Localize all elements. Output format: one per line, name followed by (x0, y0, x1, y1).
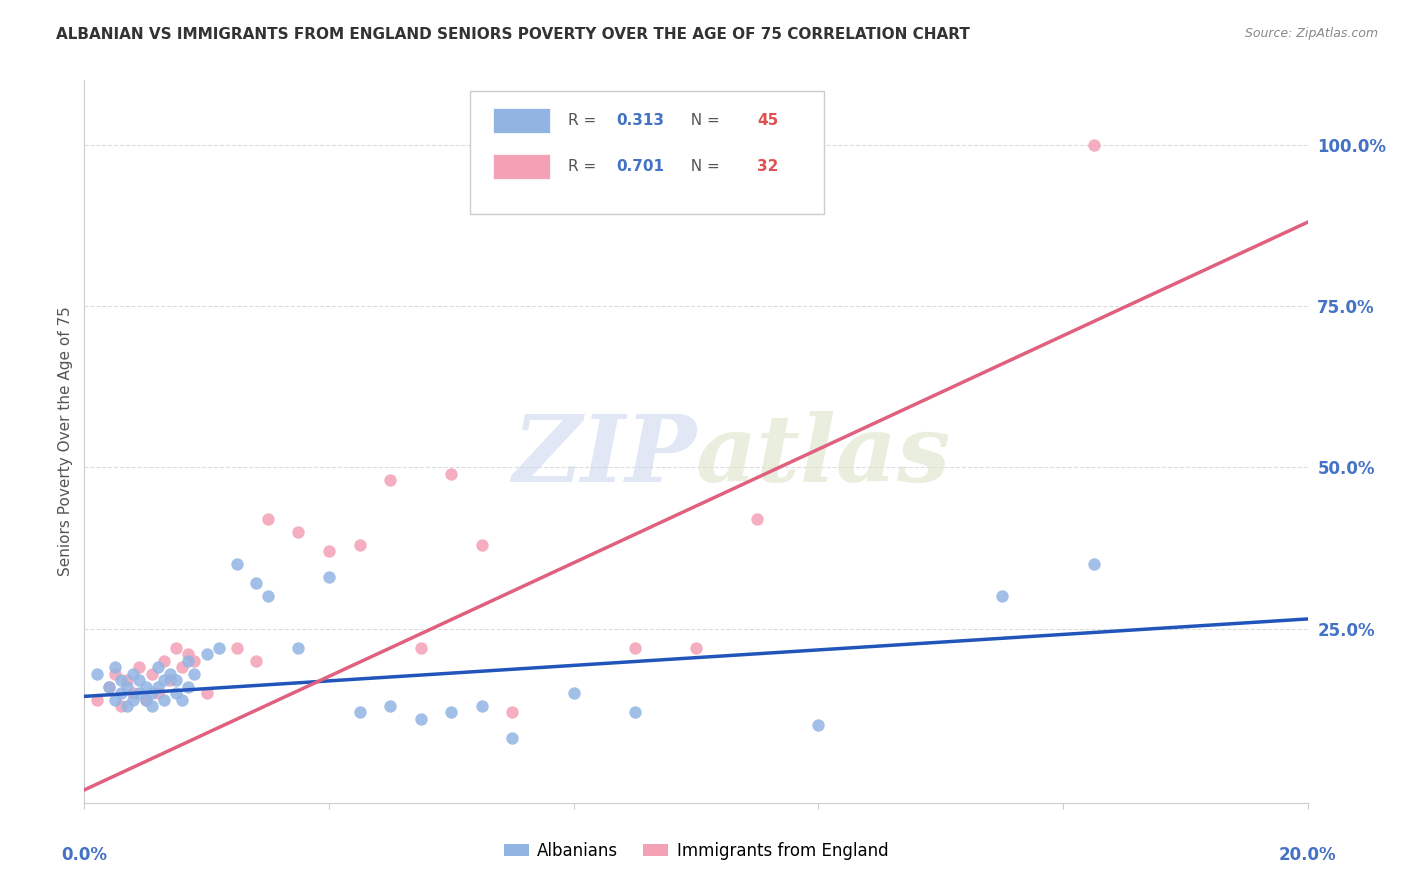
Point (115, 680, 138, 694)
Point (104, 660, 127, 674)
Point (122, 692, 145, 706)
Point (153, 654, 176, 668)
Point (349, 538, 371, 552)
Point (502, 706, 524, 720)
Point (409, 640, 432, 655)
Point (208, 640, 231, 655)
Point (245, 576, 267, 591)
Point (257, 512, 280, 526)
Point (1083, 137, 1105, 152)
Point (86, 692, 108, 706)
Text: ALBANIAN VS IMMIGRANTS FROM ENGLAND SENIORS POVERTY OVER THE AGE OF 75 CORRELATI: ALBANIAN VS IMMIGRANTS FROM ENGLAND SENI… (56, 27, 970, 42)
Point (135, 692, 157, 706)
Point (624, 706, 647, 720)
Text: R =: R = (568, 159, 600, 174)
Point (153, 692, 176, 706)
Point (245, 654, 267, 668)
Point (104, 692, 127, 706)
Text: N =: N = (682, 159, 725, 174)
Point (318, 544, 340, 558)
FancyBboxPatch shape (470, 91, 824, 214)
Point (183, 666, 205, 681)
Point (165, 640, 187, 655)
Point (380, 473, 402, 487)
Point (471, 538, 494, 552)
Point (807, 718, 830, 732)
Text: N =: N = (682, 113, 725, 128)
Point (226, 640, 249, 655)
Point (115, 673, 138, 688)
Point (146, 660, 169, 674)
Point (183, 654, 205, 668)
Point (97, 680, 120, 694)
Point (122, 686, 145, 700)
Point (177, 654, 200, 668)
Point (146, 680, 169, 694)
Point (110, 686, 132, 700)
Point (287, 524, 309, 539)
Point (110, 699, 132, 714)
Point (135, 680, 157, 694)
Point (146, 686, 169, 700)
Point (177, 648, 200, 662)
Point (104, 666, 127, 681)
Point (172, 660, 194, 674)
Point (409, 712, 432, 726)
Point (128, 673, 150, 688)
Point (165, 686, 187, 700)
Point (991, 590, 1014, 604)
Point (440, 467, 463, 481)
Point (172, 692, 194, 706)
Text: 0.313: 0.313 (616, 113, 665, 128)
Point (257, 590, 280, 604)
Point (287, 640, 309, 655)
Text: atlas: atlas (696, 411, 952, 501)
Text: Source: ZipAtlas.com: Source: ZipAtlas.com (1244, 27, 1378, 40)
Point (135, 692, 157, 706)
Point (153, 673, 176, 688)
Point (747, 512, 769, 526)
Text: 45: 45 (758, 113, 779, 128)
FancyBboxPatch shape (494, 109, 550, 133)
Point (122, 666, 145, 681)
Text: 20.0%: 20.0% (1279, 847, 1336, 864)
Point (141, 686, 163, 700)
Point (115, 699, 138, 714)
Point (86, 666, 108, 681)
Point (128, 686, 150, 700)
Point (110, 673, 132, 688)
Point (195, 648, 218, 662)
Point (318, 570, 340, 584)
Point (226, 557, 249, 571)
Point (141, 699, 163, 714)
Point (685, 640, 707, 655)
Y-axis label: Seniors Poverty Over the Age of 75: Seniors Poverty Over the Age of 75 (58, 307, 73, 576)
Point (624, 640, 647, 655)
Text: ZIP: ZIP (512, 411, 696, 501)
Point (502, 731, 524, 746)
Point (195, 686, 218, 700)
Text: R =: R = (568, 113, 600, 128)
Point (1083, 557, 1105, 571)
Point (177, 680, 200, 694)
Legend: Albanians, Immigrants from England: Albanians, Immigrants from England (498, 836, 894, 867)
Point (380, 699, 402, 714)
Point (562, 686, 585, 700)
Text: 0.0%: 0.0% (62, 847, 107, 864)
Point (349, 706, 371, 720)
Text: 32: 32 (758, 159, 779, 174)
FancyBboxPatch shape (494, 154, 550, 178)
Point (159, 666, 181, 681)
Point (128, 660, 150, 674)
Point (440, 706, 463, 720)
Text: 0.701: 0.701 (616, 159, 665, 174)
Point (159, 673, 181, 688)
Point (97, 680, 120, 694)
Point (141, 666, 163, 681)
Point (471, 699, 494, 714)
Point (165, 673, 187, 688)
